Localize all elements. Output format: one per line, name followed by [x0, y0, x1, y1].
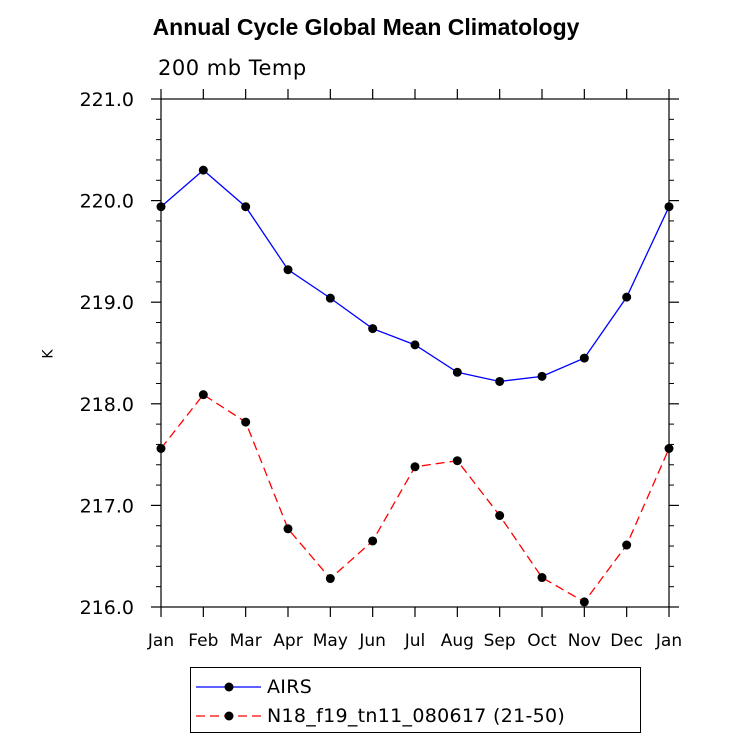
data-point-series-1	[622, 540, 632, 550]
legend-entry-airs: AIRS	[191, 672, 640, 702]
data-point-series-0	[283, 265, 293, 275]
series-lines	[160, 169, 670, 603]
x-tick-label: Nov	[568, 631, 601, 651]
x-tick-labels: Jan Feb Mar Apr May Jun Jul Aug Sep Oct Nov Dec Jan	[147, 631, 682, 651]
series-points	[156, 165, 674, 607]
legend-swatch-airs	[196, 682, 261, 692]
data-point-series-1	[368, 536, 378, 546]
legend-entry-model: N18_f19_tn11_080617 (21-50)	[191, 701, 640, 731]
data-point-series-0	[198, 165, 208, 175]
data-point-series-1	[325, 574, 335, 584]
y-tick-label: 216.0	[80, 597, 134, 619]
data-point-series-0	[537, 371, 547, 381]
y-tick-label: 221.0	[80, 89, 134, 111]
series-line-0	[160, 169, 670, 383]
data-point-series-0	[579, 353, 589, 363]
x-tick-label: Jan	[655, 631, 682, 651]
x-tick-label: May	[313, 631, 348, 651]
series-line-1	[160, 393, 670, 603]
data-point-series-0	[495, 376, 505, 386]
data-point-series-1	[241, 417, 251, 427]
x-tick-label: Dec	[610, 631, 643, 651]
data-point-series-1	[579, 597, 589, 607]
legend-swatch-model	[196, 711, 261, 721]
data-point-series-1	[537, 573, 547, 583]
y-tick-label: 220.0	[80, 191, 134, 213]
x-tick-label: Jul	[404, 631, 426, 651]
data-point-series-0	[325, 293, 335, 303]
x-tick-label: Apr	[273, 631, 302, 651]
x-tick-label: Oct	[527, 631, 557, 651]
data-point-series-0	[368, 324, 378, 334]
data-point-series-1	[156, 444, 166, 454]
y-tick-label: 218.0	[80, 394, 134, 416]
x-tick-label: Sep	[484, 631, 516, 651]
y-tick-labels: 216.0 217.0 218.0 219.0 220.0 221.0	[80, 89, 134, 619]
y-tick-label: 219.0	[80, 292, 134, 314]
axis-ticks	[151, 89, 679, 617]
x-tick-label: Aug	[441, 631, 474, 651]
data-point-series-0	[410, 340, 420, 350]
data-point-series-0	[241, 202, 251, 212]
legend-label-model: N18_f19_tn11_080617 (21-50)	[267, 705, 566, 727]
legend-label-airs: AIRS	[267, 676, 313, 698]
chart-title: Annual Cycle Global Mean Climatology	[152, 14, 580, 40]
data-point-series-1	[664, 444, 674, 454]
data-point-series-0	[664, 202, 674, 212]
legend: AIRS N18_f19_tn11_080617 (21-50)	[190, 667, 641, 733]
data-point-series-1	[283, 524, 293, 534]
data-point-series-0	[452, 367, 462, 377]
x-tick-label: Mar	[230, 631, 262, 651]
chart-subtitle: 200 mb Temp	[158, 56, 307, 80]
data-point-series-0	[156, 202, 166, 212]
data-point-series-1	[452, 456, 462, 466]
data-point-series-1	[198, 390, 208, 400]
y-tick-label: 217.0	[80, 495, 134, 517]
data-point-series-1	[495, 511, 505, 521]
x-tick-label: Jun	[358, 631, 386, 651]
plot-frame	[160, 98, 670, 608]
x-tick-label: Feb	[188, 631, 218, 651]
x-tick-label: Jan	[147, 631, 174, 651]
data-point-series-0	[622, 292, 632, 302]
data-point-series-1	[410, 462, 420, 472]
